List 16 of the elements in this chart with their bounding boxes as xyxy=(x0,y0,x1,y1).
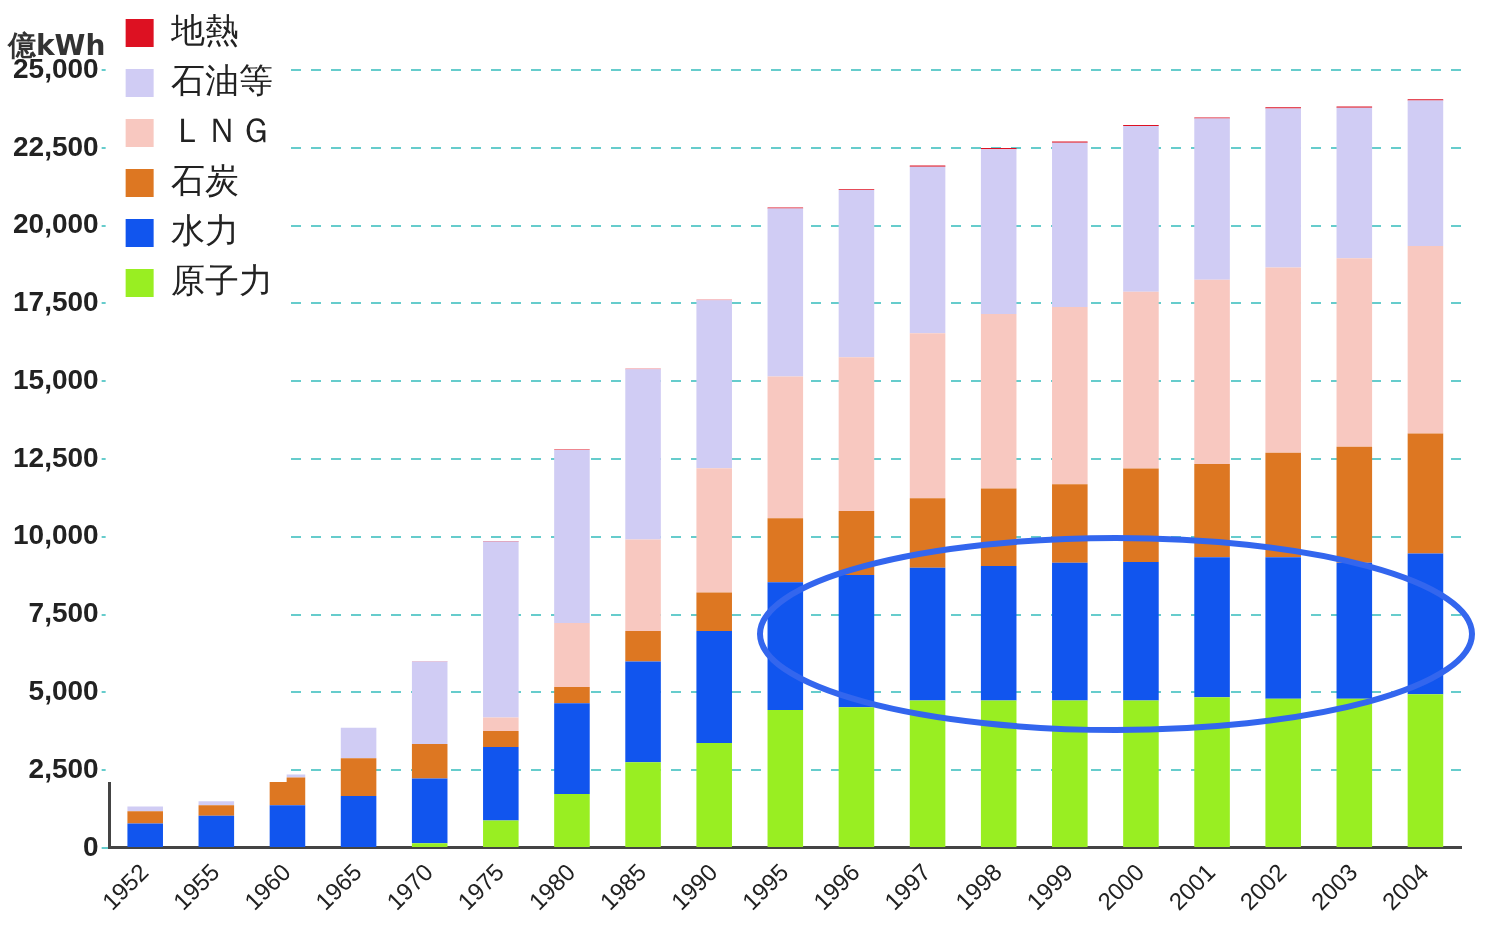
y-tick-label: 12,500 xyxy=(13,441,99,473)
legend-label: 石油等 xyxy=(170,59,273,100)
legend-label: 地熱 xyxy=(169,9,239,50)
y-tick-label: 2,500 xyxy=(28,752,99,784)
legend-label: 石炭 xyxy=(170,159,239,200)
y-tick-label: 22,500 xyxy=(13,130,99,162)
y-tick-label: 15,000 xyxy=(13,363,99,395)
y-tick-label: 17,500 xyxy=(13,286,99,318)
y-tick-label: 5,000 xyxy=(28,675,99,707)
legend-label: ＬＮＧ xyxy=(170,109,273,150)
y-tick-label: 20,000 xyxy=(13,208,99,240)
y-tick-label: 0 xyxy=(83,830,99,862)
legend-label: 水力 xyxy=(170,209,239,250)
y-tick-label: 10,000 xyxy=(13,519,99,551)
legend-label: 原子力 xyxy=(170,259,273,300)
y-tick-label: 7,500 xyxy=(28,597,99,629)
